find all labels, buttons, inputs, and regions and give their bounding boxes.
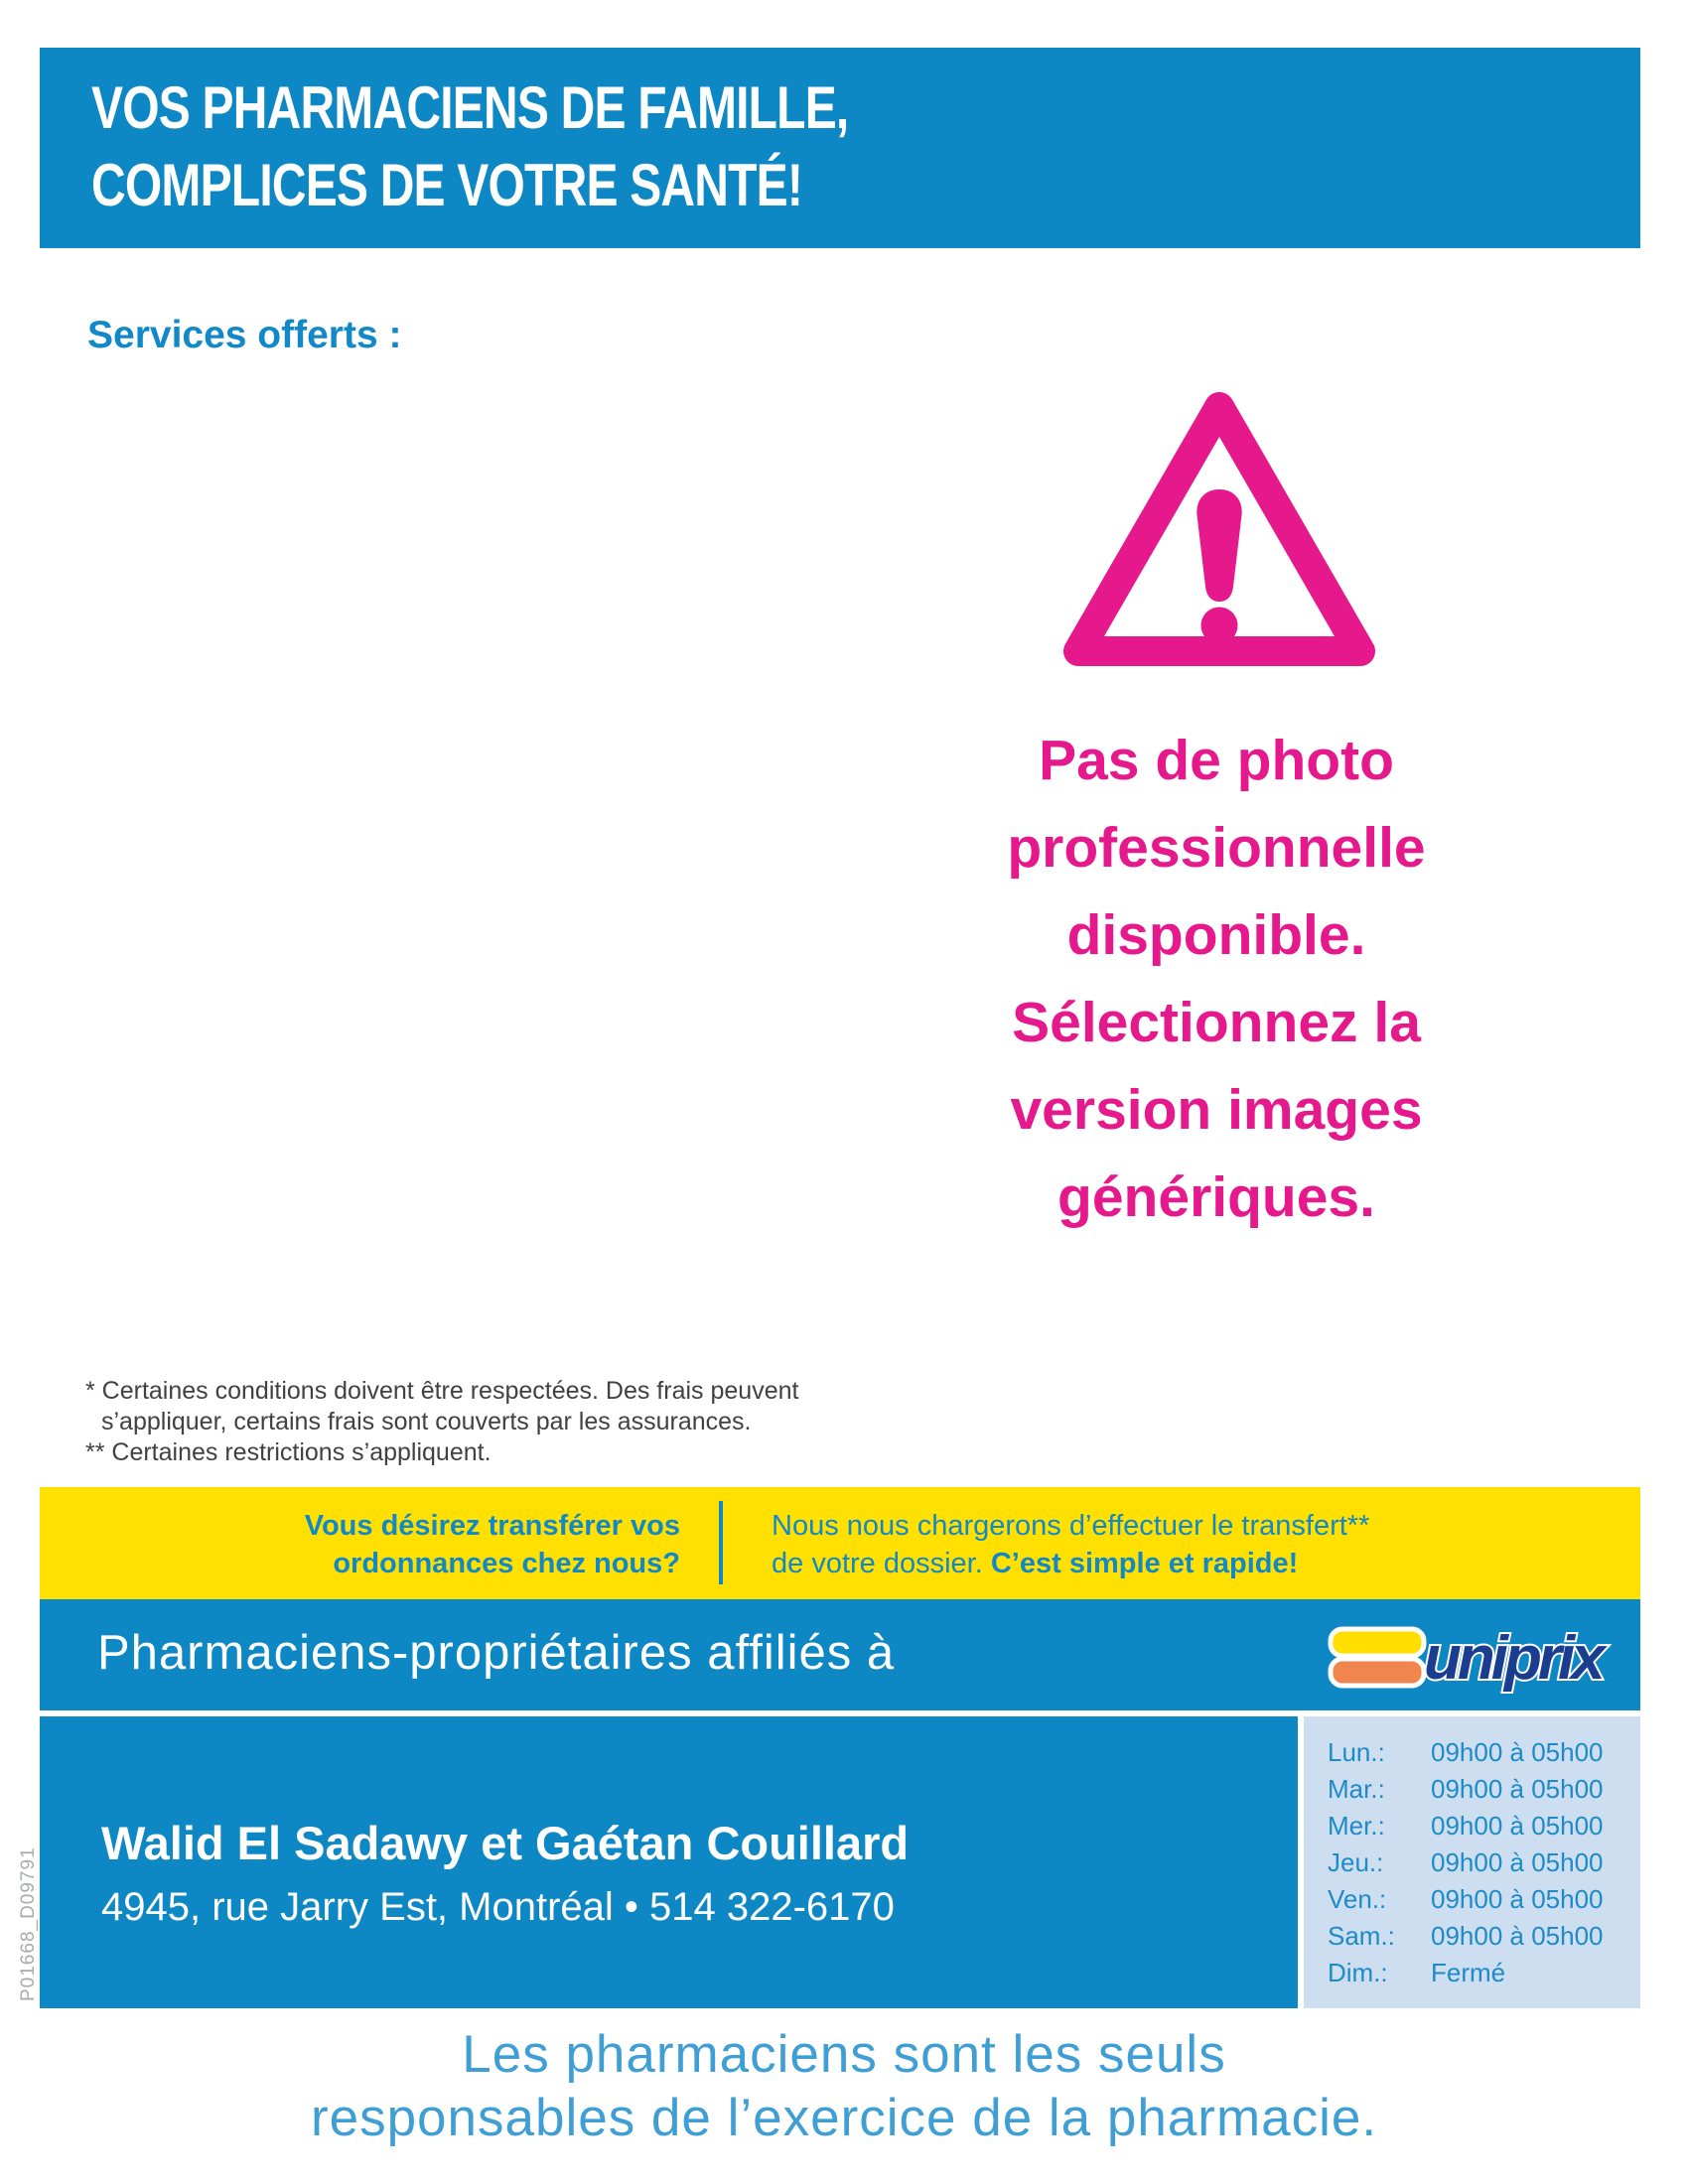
day-label: Sam.: xyxy=(1328,1921,1395,1951)
hours-row-thursday: Jeu.: 09h00 à 05h00 xyxy=(1328,1844,1604,1881)
time-value: 09h00 à 05h00 xyxy=(1431,1737,1604,1767)
hours-row-saturday: Sam.: 09h00 à 05h00 xyxy=(1328,1918,1604,1955)
notice-line: version images xyxy=(1010,1078,1423,1142)
time-value: 09h00 à 05h00 xyxy=(1431,1847,1604,1877)
transfer-answer-line2: de votre dossier. C’est simple et rapide… xyxy=(772,1545,1369,1582)
pharmacy-address: 4945, rue Jarry Est, Montréal • 514 322-… xyxy=(101,1885,895,1929)
time-value: 09h00 à 05h00 xyxy=(1431,1921,1604,1951)
notice-line: Sélectionnez la xyxy=(1012,991,1421,1054)
time-value: 09h00 à 05h00 xyxy=(1431,1811,1604,1841)
hours-row-friday: Ven.: 09h00 à 05h00 xyxy=(1328,1881,1604,1918)
day-label: Mar.: xyxy=(1328,1774,1385,1804)
transfer-banner: Vous désirez transférer vos ordonnances … xyxy=(40,1487,1640,1599)
notice-line: disponible. xyxy=(1066,903,1366,967)
time-value: 09h00 à 05h00 xyxy=(1431,1884,1604,1914)
disclaimer-line1: * Certaines conditions doivent être resp… xyxy=(85,1377,799,1405)
footer-disclaimer: Les pharmaciens sont les seuls responsab… xyxy=(0,2023,1688,2150)
transfer-question: Vous désirez transférer vos ordonnances … xyxy=(189,1507,680,1582)
no-photo-notice: Pas de photo professionnelle disponible.… xyxy=(899,717,1534,1241)
print-code: P01668_D09791 xyxy=(18,1846,39,2001)
hours-row-monday: Lun.: 09h00 à 05h00 xyxy=(1328,1734,1604,1771)
disclaimer-line2: s’appliquer, certains frais sont couvert… xyxy=(101,1408,752,1435)
pharmacy-info-panel: Walid El Sadawy et Gaétan Couillard 4945… xyxy=(40,1716,1298,2008)
hours-row-wednesday: Mer.: 09h00 à 05h00 xyxy=(1328,1808,1604,1844)
pharmacy-owners: Walid El Sadawy et Gaétan Couillard xyxy=(101,1817,910,1869)
day-label: Ven.: xyxy=(1328,1884,1387,1914)
transfer-answer-regular: de votre dossier. xyxy=(772,1548,991,1579)
uniprix-wordmark: uniprix xyxy=(1424,1624,1608,1693)
day-label: Lun.: xyxy=(1328,1737,1385,1767)
time-value: 09h00 à 05h00 xyxy=(1431,1774,1604,1804)
transfer-question-line1: Vous désirez transférer vos xyxy=(304,1510,680,1542)
services-offered-label: Services offerts : xyxy=(87,314,402,356)
opening-hours-list: Lun.: 09h00 à 05h00 Mar.: 09h00 à 05h00 Me… xyxy=(1328,1734,1604,1991)
uniprix-logo: uniprix xyxy=(1327,1621,1654,1704)
opening-hours-panel: Lun.: 09h00 à 05h00 Mar.: 09h00 à 05h00 Me… xyxy=(1304,1716,1640,2008)
footer-line1: Les pharmaciens sont les seuls xyxy=(462,2025,1226,2084)
header-banner: VOS PHARMACIENS DE FAMILLE, COMPLICES DE… xyxy=(40,48,1640,248)
transfer-answer-line1: Nous nous chargerons d’effectuer le tran… xyxy=(772,1510,1370,1542)
disclaimer-text: * Certaines conditions doivent être resp… xyxy=(85,1376,798,1468)
page-title-line2: COMPLICES DE VOTRE SANTÉ! xyxy=(91,152,803,218)
time-value: Fermé xyxy=(1431,1958,1506,1987)
disclaimer-line3: ** Certaines restrictions s’appliquent. xyxy=(85,1438,492,1466)
vertical-divider xyxy=(719,1501,723,1584)
notice-line: Pas de photo xyxy=(1039,729,1394,792)
transfer-answer: Nous nous chargerons d’effectuer le tran… xyxy=(772,1507,1369,1582)
notice-line: génériques. xyxy=(1057,1165,1375,1229)
page-title-line1: VOS PHARMACIENS DE FAMILLE, xyxy=(91,74,849,141)
notice-line: professionnelle xyxy=(1007,816,1426,880)
footer-line2: responsables de l’exercice de la pharmac… xyxy=(310,2089,1378,2147)
transfer-question-line2: ordonnances chez nous? xyxy=(333,1548,680,1579)
affiliation-bar: Pharmaciens-propriétaires affiliés à uni… xyxy=(40,1599,1640,1710)
day-label: Jeu.: xyxy=(1328,1847,1384,1877)
warning-triangle-icon xyxy=(1058,387,1380,678)
day-label: Dim.: xyxy=(1328,1958,1388,1987)
transfer-answer-bold: C’est simple et rapide! xyxy=(990,1548,1299,1579)
hours-row-sunday: Dim.: Fermé xyxy=(1328,1955,1604,1991)
hours-row-tuesday: Mar.: 09h00 à 05h00 xyxy=(1328,1771,1604,1808)
page-title: VOS PHARMACIENS DE FAMILLE, COMPLICES DE… xyxy=(91,69,849,224)
day-label: Mer.: xyxy=(1328,1811,1385,1841)
affiliation-label: Pharmaciens-propriétaires affiliés à xyxy=(97,1626,896,1680)
